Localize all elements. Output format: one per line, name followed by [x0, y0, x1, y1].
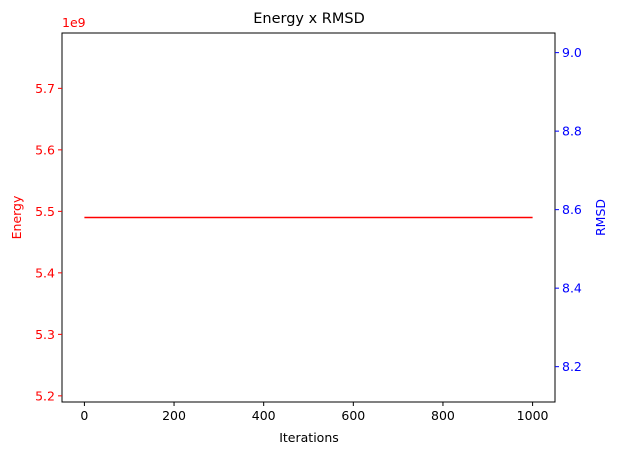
- energy-tick-label: 5.5: [35, 204, 55, 219]
- plot-area: [61, 32, 556, 403]
- energy-axis-label: Energy: [9, 195, 24, 239]
- energy-tick-label: 5.7: [35, 81, 55, 96]
- rmsd-tick-label: 8.2: [562, 359, 582, 374]
- x-tick-label: 600: [341, 408, 365, 423]
- x-axis-label: Iterations: [279, 430, 339, 445]
- energy-tick-label: 5.4: [35, 265, 55, 280]
- x-axis: 0 200 400 600 800 1000: [80, 402, 549, 423]
- energy-tick-label: 5.2: [35, 388, 55, 403]
- rmsd-axis-label: RMSD: [593, 199, 608, 236]
- rmsd-tick-label: 9.0: [562, 45, 582, 60]
- x-tick-label: 200: [162, 408, 186, 423]
- energy-tick-label: 5.3: [35, 327, 55, 342]
- chart-title: Energy x RMSD: [253, 11, 365, 27]
- energy-axis-multiplier: 1e9: [62, 15, 86, 30]
- rmsd-axis: 8.2 8.4 8.6 8.8 9.0: [555, 45, 582, 374]
- rmsd-tick-label: 8.4: [562, 281, 582, 296]
- rmsd-tick-label: 8.6: [562, 202, 582, 217]
- x-tick-label: 800: [431, 408, 455, 423]
- energy-tick-label: 5.6: [35, 142, 55, 157]
- energy-axis: 5.2 5.3 5.4 5.5 5.6 5.7: [35, 81, 62, 403]
- rmsd-tick-label: 8.8: [562, 124, 582, 139]
- plot-frame: [61, 32, 556, 403]
- x-tick-label: 0: [80, 408, 88, 423]
- x-tick-label: 400: [252, 408, 276, 423]
- x-tick-label: 1000: [517, 408, 549, 423]
